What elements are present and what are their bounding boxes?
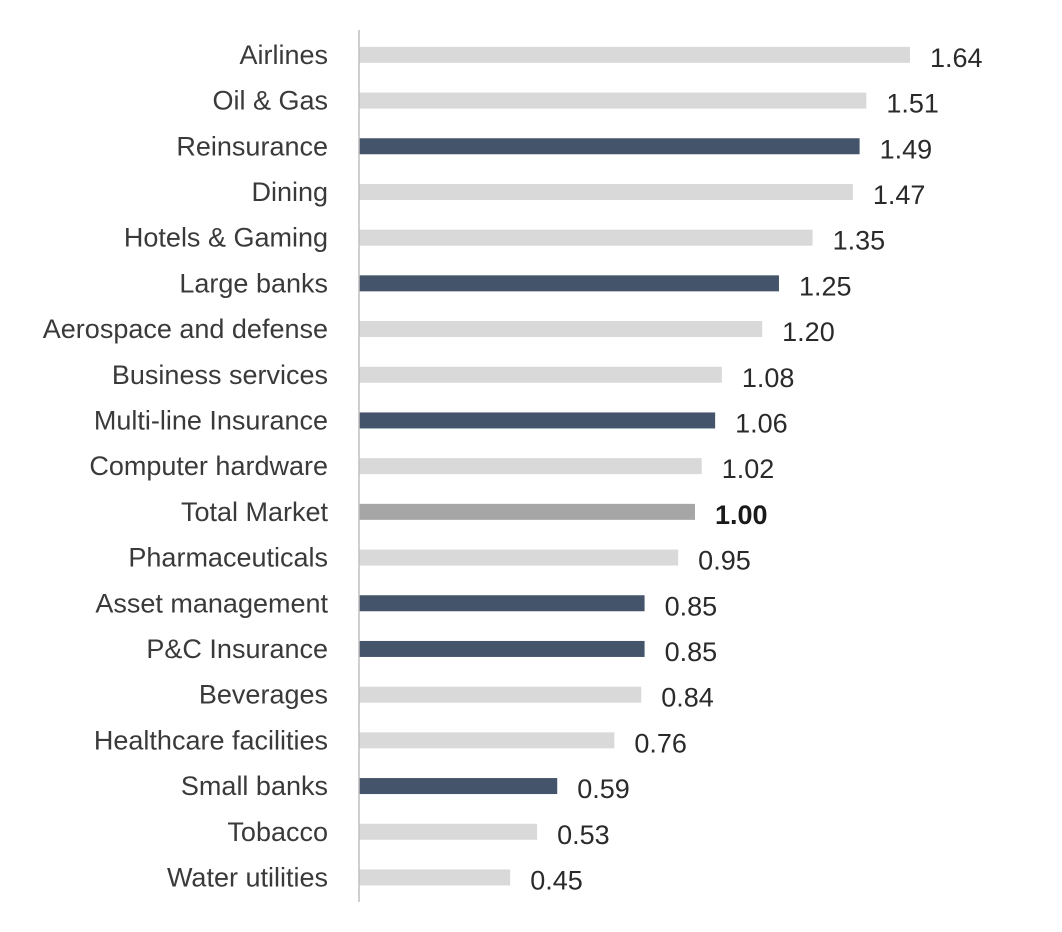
category-label: Asset management	[95, 588, 328, 618]
value-label: 0.45	[530, 865, 583, 895]
bar	[359, 229, 813, 246]
category-labels-group: Airlines Oil & Gas Reinsurance Dining Hotels…	[43, 40, 329, 893]
category-label: Tobacco	[227, 817, 328, 847]
category-label: Beverages	[199, 680, 328, 710]
value-label: 0.84	[661, 683, 714, 713]
value-label: 1.00	[715, 500, 768, 530]
category-label: Dining	[251, 177, 328, 207]
category-label: Pharmaceuticals	[128, 543, 328, 573]
category-label: Healthcare facilities	[94, 725, 328, 755]
value-label: 1.49	[880, 134, 933, 164]
bar	[359, 503, 695, 520]
value-label: 1.64	[930, 43, 983, 73]
bar	[359, 412, 716, 429]
category-label: Total Market	[181, 497, 329, 527]
category-label: Multi-line Insurance	[94, 405, 328, 435]
category-label: Large banks	[179, 268, 328, 298]
value-label: 0.95	[698, 546, 751, 576]
value-label: 1.06	[735, 408, 788, 438]
bar	[359, 138, 860, 155]
bar	[359, 869, 511, 886]
bar	[359, 778, 558, 795]
value-label: 1.02	[722, 454, 775, 484]
value-label: 1.47	[873, 180, 926, 210]
bars-group	[359, 46, 910, 886]
value-label: 1.20	[782, 317, 835, 347]
category-label: Aerospace and defense	[43, 314, 328, 344]
value-label: 1.51	[886, 89, 939, 119]
value-label: 0.85	[665, 637, 718, 667]
bar	[359, 686, 642, 703]
bar	[359, 595, 645, 612]
category-label: P&C Insurance	[146, 634, 328, 664]
value-label: 1.08	[742, 363, 795, 393]
category-label: Water utilities	[167, 862, 328, 892]
bar	[359, 183, 853, 200]
category-label: Business services	[112, 360, 328, 390]
bar	[359, 458, 702, 475]
value-label: 0.76	[634, 728, 687, 758]
value-label: 0.53	[557, 820, 610, 850]
bar	[359, 275, 779, 292]
bar	[359, 366, 722, 383]
category-label: Small banks	[181, 771, 328, 801]
bar	[359, 732, 615, 749]
value-labels-group: 1.64 1.51 1.49 1.47 1.35 1.25 1.20 1.08 1.06 1.02…	[530, 43, 982, 896]
bar	[359, 640, 645, 657]
bar	[359, 321, 763, 338]
value-label: 1.25	[799, 271, 852, 301]
category-label: Hotels & Gaming	[124, 223, 328, 253]
value-label: 0.85	[665, 591, 718, 621]
category-label: Computer hardware	[89, 451, 328, 481]
category-label: Reinsurance	[176, 131, 328, 161]
value-label: 0.59	[577, 774, 630, 804]
bar	[359, 549, 679, 566]
bar	[359, 46, 910, 63]
bar	[359, 823, 538, 840]
category-label: Airlines	[239, 40, 328, 70]
bar	[359, 92, 867, 109]
value-label: 1.35	[833, 226, 886, 256]
category-label: Oil & Gas	[212, 86, 328, 116]
